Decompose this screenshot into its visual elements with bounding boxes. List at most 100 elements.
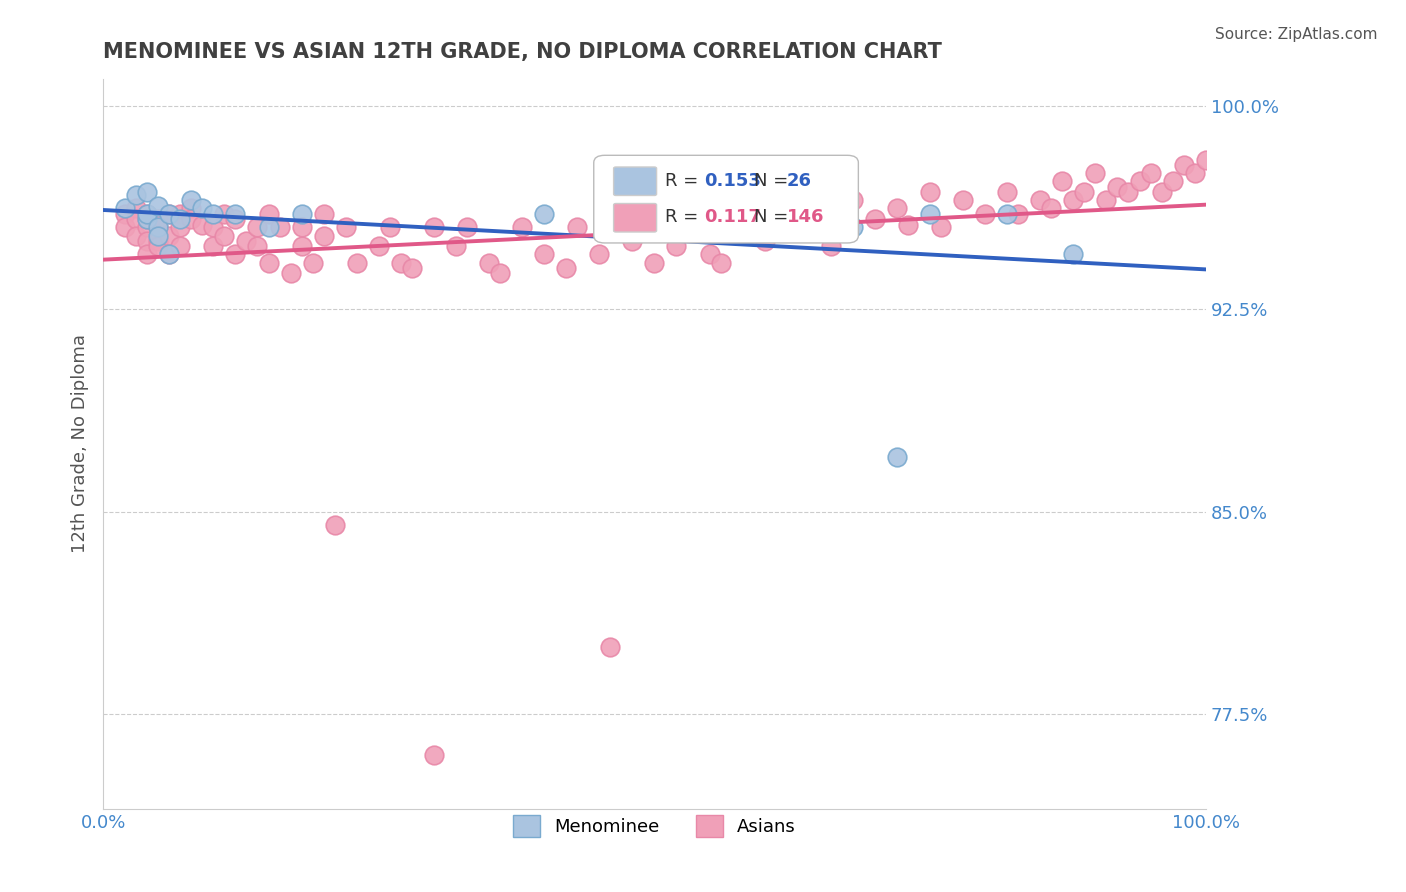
Point [367,239,389,253]
Point [731,212,754,227]
Point [842,220,865,235]
Point [510,220,533,235]
Point [643,255,665,269]
Point [1062,247,1084,261]
Point [1029,194,1052,208]
Point [180,202,202,216]
Point [148,234,170,248]
Point [114,220,136,235]
Point [312,207,335,221]
Point [148,199,170,213]
Point [808,202,831,216]
Point [886,450,908,465]
Point [1118,186,1140,200]
Point [1040,202,1063,216]
Point [952,194,974,208]
Point [974,207,997,221]
Point [995,207,1018,221]
Point [1139,166,1161,180]
Point [246,239,269,253]
FancyBboxPatch shape [593,155,858,243]
Point [378,220,401,235]
Point [157,207,180,221]
Text: 0.153: 0.153 [704,172,761,190]
Point [897,218,920,232]
Point [224,207,246,221]
Point [676,220,699,235]
Point [136,186,159,200]
Point [1052,174,1074,188]
Point [1073,186,1095,200]
Point [157,247,180,261]
Point [786,220,808,235]
Point [257,207,280,221]
FancyBboxPatch shape [613,203,657,232]
Point [1161,174,1184,188]
Legend: Menominee, Asians: Menominee, Asians [506,807,803,844]
Point [1195,153,1218,167]
Point [665,207,688,221]
Point [136,207,159,221]
Point [842,194,865,208]
Point [456,220,478,235]
Point [1150,186,1173,200]
Text: 26: 26 [787,172,811,190]
Point [699,212,721,227]
Point [401,260,423,275]
Point [114,202,136,216]
Point [533,247,555,261]
Point [246,220,269,235]
Point [301,255,323,269]
Point [269,220,291,235]
Point [202,239,225,253]
Point [125,228,148,243]
Point [136,247,159,261]
Point [533,207,555,221]
Point [478,255,501,269]
Point [1184,166,1206,180]
Point [754,234,776,248]
Point [214,207,236,221]
Point [1173,158,1195,172]
Point [599,640,621,654]
Point [180,212,202,227]
Point [202,220,225,235]
Point [169,207,191,221]
Point [125,202,148,216]
Point [169,239,191,253]
Text: Source: ZipAtlas.com: Source: ZipAtlas.com [1215,27,1378,42]
Point [257,220,280,235]
Point [148,239,170,253]
Point [346,255,368,269]
Point [886,202,908,216]
Point [423,747,446,762]
Text: N =: N = [754,172,793,190]
Point [157,247,180,261]
Point [776,207,799,221]
Text: MENOMINEE VS ASIAN 12TH GRADE, NO DIPLOMA CORRELATION CHART: MENOMINEE VS ASIAN 12TH GRADE, NO DIPLOM… [103,42,942,62]
Point [699,247,721,261]
Point [114,207,136,221]
Text: R =: R = [665,172,704,190]
Point [489,267,512,281]
Point [312,228,335,243]
Point [1095,194,1118,208]
Point [235,234,257,248]
Point [1084,166,1107,180]
Point [588,247,610,261]
Text: 146: 146 [787,209,824,227]
Point [1107,179,1129,194]
Point [191,202,214,216]
Point [148,212,170,227]
Point [820,239,842,253]
Point [157,207,180,221]
Point [995,186,1018,200]
Point [1062,194,1084,208]
Point [257,255,280,269]
Point [136,212,159,227]
Point [125,188,148,202]
Point [169,212,191,227]
Point [423,220,446,235]
Point [290,220,312,235]
Point [918,207,941,221]
